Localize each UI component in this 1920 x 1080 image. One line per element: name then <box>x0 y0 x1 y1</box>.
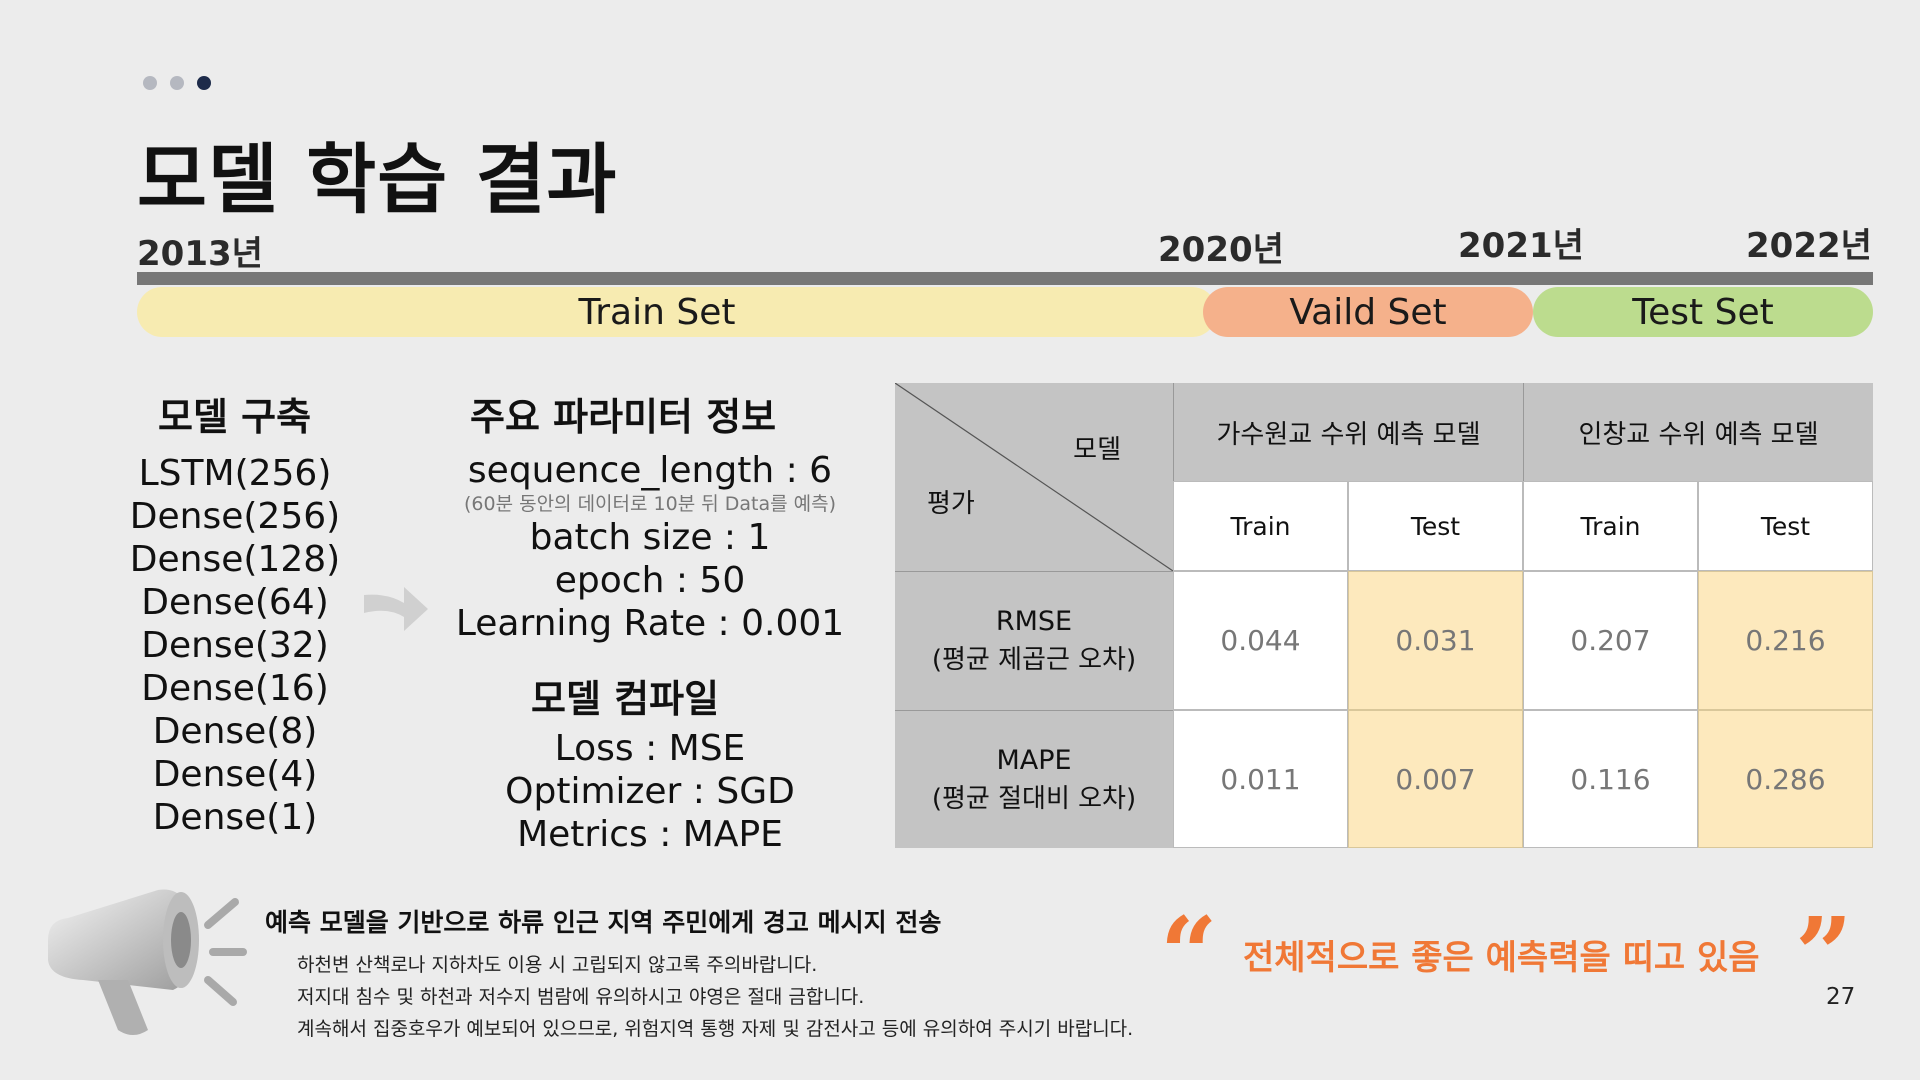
params-block: sequence_length : 6 (60분 동안의 데이터로 10분 뒤 … <box>440 449 860 645</box>
col-header-train: Train <box>1523 481 1698 571</box>
param-sequence-note: (60분 동안의 데이터로 10분 뒤 Data를 예측) <box>463 493 837 515</box>
metric-name: RMSE <box>995 606 1073 637</box>
timeline-bar <box>137 272 1873 285</box>
table-cell: 0.011 <box>1173 710 1348 848</box>
layer-list: LSTM(256) Dense(256) Dense(128) Dense(64… <box>105 452 365 839</box>
metric-desc: (평균 절대비 오차) <box>931 783 1137 814</box>
compile-heading: 모델 컴파일 <box>531 677 720 721</box>
conclusion-quote: 전체적으로 좋은 예측력을 띠고 있음 <box>1243 938 1760 978</box>
row-header-rmse: RMSE (평균 제곱근 오차) <box>895 571 1173 710</box>
corner-diagonal <box>895 383 1173 571</box>
quote-open-mark: “ <box>1160 895 1218 1013</box>
valid-set-label: Vaild Set <box>1289 291 1447 333</box>
group-header-gasuwon: 가수원교 수위 예측 모델 <box>1173 383 1523 481</box>
train-set-label: Train Set <box>578 291 736 333</box>
param-epoch: epoch : 50 <box>554 560 746 601</box>
megaphone-icon <box>48 889 247 1035</box>
header-dot <box>197 76 211 90</box>
table-cell: 0.116 <box>1523 710 1698 848</box>
metric-name: MAPE <box>996 744 1072 776</box>
param-sequence-length: sequence_length : 6 <box>467 450 833 491</box>
col-header-test: Test <box>1348 481 1523 571</box>
corner-eval-label: 평가 <box>927 489 975 519</box>
compile-metrics: Metrics : MAPE <box>517 814 783 855</box>
page-title: 모델 학습 결과 <box>137 135 618 224</box>
page-number: 27 <box>1826 984 1856 1010</box>
arrow-right-icon <box>364 587 428 631</box>
row-header-mape: MAPE (평균 절대비 오차) <box>895 710 1173 848</box>
table-cell: 0.286 <box>1698 710 1873 848</box>
group-header-inchang: 인창교 수위 예측 모델 <box>1523 383 1873 481</box>
compile-block: Loss : MSE Optimizer : SGD Metrics : MAP… <box>440 727 860 856</box>
metric-desc: (평균 제곱근 오차) <box>931 645 1137 675</box>
compile-loss: Loss : MSE <box>554 728 746 769</box>
valid-set-segment: Vaild Set <box>1203 287 1533 337</box>
layer-item: Dense(64) <box>141 582 329 623</box>
layer-item: LSTM(256) <box>138 453 332 494</box>
notice-line: 계속해서 집중호우가 예보되어 있으므로, 위험지역 통행 자제 및 감전사고 … <box>297 1018 1134 1040</box>
table-cell: 0.216 <box>1698 571 1873 710</box>
param-learning-rate: Learning Rate : 0.001 <box>455 603 845 644</box>
test-set-segment: Test Set <box>1533 287 1873 337</box>
table-corner-cell: 모델 평가 <box>895 383 1173 571</box>
header-dot <box>170 76 184 90</box>
col-header-test: Test <box>1698 481 1873 571</box>
layer-item: Dense(256) <box>129 496 341 537</box>
results-table: 모델 평가 가수원교 수위 예측 모델 인창교 수위 예측 모델 Train T… <box>895 383 1873 848</box>
model-build-heading: 모델 구축 <box>158 395 312 439</box>
table-cell: 0.044 <box>1173 571 1348 710</box>
layer-item: Dense(4) <box>152 754 318 795</box>
table-cell: 0.007 <box>1348 710 1523 848</box>
header-dot <box>143 76 157 90</box>
layer-item: Dense(1) <box>152 797 318 838</box>
layer-item: Dense(32) <box>141 625 329 666</box>
layer-item: Dense(16) <box>141 668 329 709</box>
year-2013: 2013년 <box>137 234 263 274</box>
table-cell: 0.031 <box>1348 571 1523 710</box>
corner-model-label: 모델 <box>1073 435 1121 465</box>
year-2022: 2022년 <box>1746 226 1872 266</box>
layer-item: Dense(8) <box>152 711 318 752</box>
train-set-segment: Train Set <box>137 287 1217 337</box>
notice-line: 저지대 침수 및 하천과 저수지 범람에 유의하시고 야영은 절대 금합니다. <box>297 986 865 1008</box>
year-2020: 2020년 <box>1158 230 1284 270</box>
notice-title: 예측 모델을 기반으로 하류 인근 지역 주민에게 경고 메시지 전송 <box>265 908 942 937</box>
col-header-train: Train <box>1173 481 1348 571</box>
params-heading: 주요 파라미터 정보 <box>470 395 777 439</box>
layer-item: Dense(128) <box>129 539 341 580</box>
test-set-label: Test Set <box>1632 291 1774 333</box>
param-batch-size: batch size : 1 <box>529 517 771 558</box>
compile-optimizer: Optimizer : SGD <box>505 771 795 812</box>
table-cell: 0.207 <box>1523 571 1698 710</box>
year-2021: 2021년 <box>1458 226 1584 266</box>
notice-line: 하천변 산책로나 지하차도 이용 시 고립되지 않고록 주의바랍니다. <box>297 954 818 976</box>
quote-close-mark: ” <box>1795 895 1853 1013</box>
